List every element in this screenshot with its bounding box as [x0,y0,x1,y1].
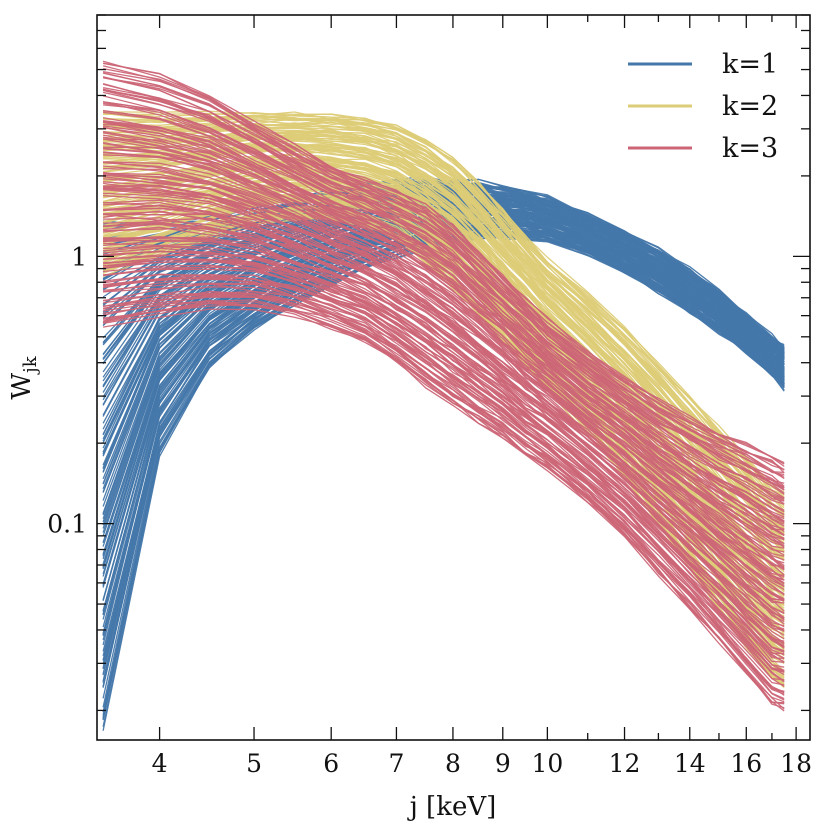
x-axis-label: j [keV] [407,792,497,822]
series-line [102,294,785,694]
series-line [103,251,785,647]
legend-label: k=1 [722,49,778,80]
x-tick-label: 14 [674,749,706,778]
series-line [102,302,785,709]
series-line [103,121,785,515]
series-layer [102,60,785,731]
series-line [103,296,785,693]
y-axis-label-sub: jk [20,355,41,375]
legend: k=1 k=2 k=3 [628,49,778,164]
series-line [103,291,785,693]
series-line [102,83,785,487]
series-line [103,115,785,502]
series-line [103,178,785,571]
series-line [103,165,785,561]
series-line [103,201,785,596]
series-line [103,273,785,668]
series-line [103,112,785,496]
x-tick-label: 16 [730,749,762,778]
series-line [103,242,785,636]
series-line [102,70,785,474]
x-tick-label: 6 [323,749,339,778]
x-tick-label: 5 [246,749,262,778]
y-axis-label: Wjk [7,355,41,399]
axis-ticks [97,14,810,740]
series-line [102,141,785,540]
series-line [103,161,785,556]
series-line [103,123,785,518]
x-tick-label: 18 [780,749,812,778]
legend-label: k=2 [722,91,778,122]
series-line [103,184,785,578]
series-line [103,151,785,546]
series-line [102,88,785,491]
x-tick-label: 8 [445,749,461,778]
legend-label: k=3 [722,133,778,164]
series-line [103,277,785,673]
series-line [103,221,785,614]
series-line [103,268,785,664]
series-line [102,95,785,500]
series-line [103,170,785,606]
x-tick-label: 10 [531,749,563,778]
series-line [103,210,785,604]
series-line [103,168,785,564]
series-line [103,146,785,539]
series-line [103,195,785,590]
series-line [103,111,785,513]
tick-labels: 4 5 6 7 8 9 10 12 14 16 18 0.1 1 [47,242,812,778]
series-line [103,245,785,644]
series-line [103,207,785,601]
series-line [103,236,785,631]
series-k=3 [102,60,785,712]
y-tick-label: 0.1 [47,510,87,539]
y-axis-label-main: W [7,373,37,400]
series-line [103,211,785,601]
y-tick-label: 1 [71,242,87,271]
series-line [102,89,785,494]
x-tick-label: 12 [609,749,641,778]
series-line [102,134,785,531]
x-tick-label: 9 [495,749,511,778]
series-line [102,62,785,464]
series-line [102,283,785,688]
series-line [103,187,785,581]
x-tick-label: 7 [388,749,404,778]
series-line [103,104,785,505]
series-line [102,301,785,704]
series-line [102,77,785,476]
series-line [103,257,785,653]
x-tick-label: 4 [152,749,168,778]
series-line [102,308,785,712]
